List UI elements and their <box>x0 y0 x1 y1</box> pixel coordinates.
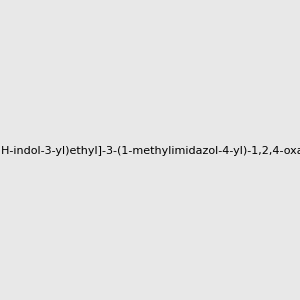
Text: 5-[2-(1H-indol-3-yl)ethyl]-3-(1-methylimidazol-4-yl)-1,2,4-oxadiazole: 5-[2-(1H-indol-3-yl)ethyl]-3-(1-methylim… <box>0 146 300 157</box>
